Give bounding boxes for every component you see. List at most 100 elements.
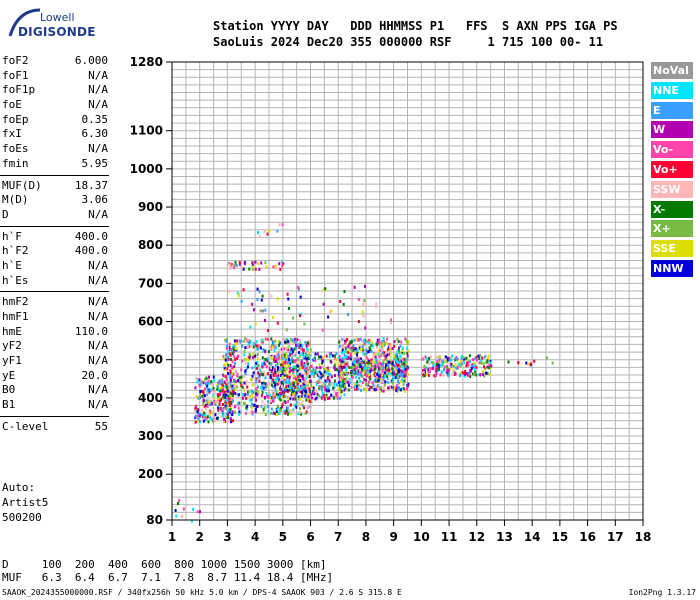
data-point <box>260 261 263 265</box>
data-point <box>378 339 381 343</box>
data-point <box>401 378 404 382</box>
data-point <box>307 398 310 402</box>
data-point <box>382 389 385 393</box>
data-point <box>218 379 221 383</box>
param-value: 5.95 <box>81 156 109 170</box>
data-point <box>276 321 279 325</box>
data-point <box>231 413 234 416</box>
data-point <box>351 366 354 370</box>
data-point <box>261 388 264 392</box>
data-point <box>231 375 234 379</box>
data-point <box>241 396 244 400</box>
data-point <box>270 399 273 403</box>
data-point <box>208 399 211 403</box>
data-point <box>395 370 397 374</box>
data-point <box>364 366 366 370</box>
data-point <box>276 353 279 357</box>
data-point <box>330 375 333 379</box>
data-point <box>338 375 341 379</box>
data-point <box>289 385 292 389</box>
data-point <box>230 400 232 404</box>
data-point <box>356 356 359 360</box>
data-point <box>224 385 227 389</box>
data-point <box>243 375 246 379</box>
data-point <box>272 399 275 403</box>
data-point <box>308 387 311 391</box>
data-point <box>383 374 386 378</box>
data-point <box>399 362 402 365</box>
data-point <box>289 397 292 401</box>
data-point <box>433 367 436 371</box>
data-point <box>229 408 232 412</box>
data-point <box>293 360 296 363</box>
data-point <box>229 376 232 380</box>
data-point <box>246 393 249 397</box>
y-tick-label: 900 <box>138 200 163 214</box>
data-point <box>208 412 211 416</box>
data-point <box>222 357 225 361</box>
data-point <box>250 394 253 398</box>
data-point <box>460 356 463 360</box>
data-point <box>326 385 329 388</box>
data-point <box>353 338 356 342</box>
data-point <box>389 345 391 349</box>
data-point <box>314 352 317 356</box>
data-point <box>232 390 235 394</box>
data-point <box>240 299 243 303</box>
data-point <box>448 357 450 361</box>
data-point <box>278 356 280 360</box>
data-point <box>441 359 444 363</box>
data-point <box>444 360 447 364</box>
data-point <box>307 393 310 397</box>
data-point <box>303 368 306 372</box>
data-point <box>406 387 409 391</box>
data-point <box>234 380 237 383</box>
data-point <box>381 351 384 355</box>
data-point <box>232 347 235 351</box>
data-point <box>345 355 348 359</box>
data-point <box>310 393 313 397</box>
data-point <box>245 397 248 400</box>
data-point <box>232 419 234 423</box>
data-point <box>367 338 370 342</box>
data-point <box>507 360 510 364</box>
param-separator <box>0 291 109 293</box>
param-value: 110.0 <box>74 324 108 338</box>
data-point <box>300 374 303 378</box>
data-point <box>399 355 401 359</box>
param-value: N/A <box>88 83 108 97</box>
data-point <box>467 363 470 367</box>
data-point <box>400 340 403 344</box>
data-point <box>247 339 250 342</box>
data-point <box>303 389 306 393</box>
data-point <box>238 410 241 414</box>
data-point <box>196 410 199 414</box>
data-point <box>210 380 213 384</box>
data-point <box>426 360 429 364</box>
data-point <box>299 390 302 394</box>
data-point <box>350 348 353 352</box>
data-point <box>340 344 343 348</box>
data-point <box>471 372 474 376</box>
data-point <box>224 404 227 408</box>
data-point <box>298 338 301 342</box>
param-row: foF1p N/A <box>0 83 112 98</box>
data-point <box>442 373 445 377</box>
data-point <box>334 361 337 365</box>
data-point <box>227 363 230 367</box>
legend-item-noval: NoVal <box>651 62 693 79</box>
data-point <box>258 235 261 239</box>
data-point <box>267 391 270 395</box>
data-point <box>224 375 227 379</box>
data-point <box>302 376 305 380</box>
data-point <box>198 420 201 424</box>
data-point <box>265 391 268 395</box>
data-point <box>327 371 330 375</box>
data-point <box>287 381 290 385</box>
data-point <box>234 263 237 267</box>
data-point <box>234 392 237 396</box>
data-point <box>254 388 257 392</box>
data-point <box>424 370 426 374</box>
